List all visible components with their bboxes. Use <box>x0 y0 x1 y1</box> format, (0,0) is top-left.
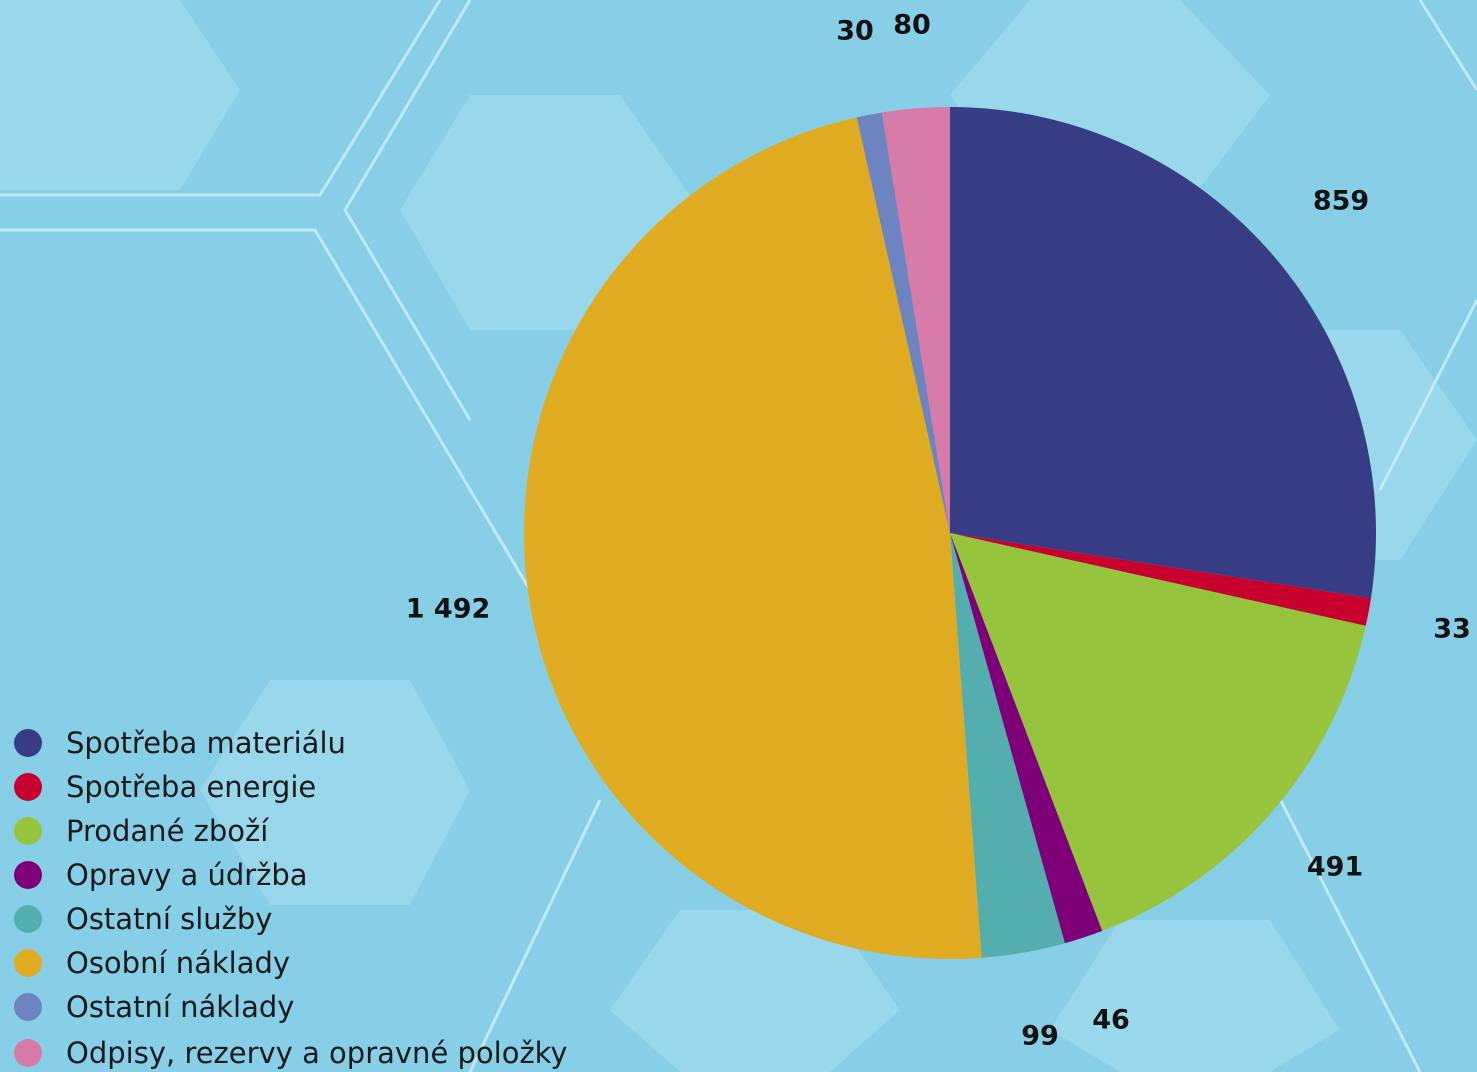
legend-item-opravy-a-udrzba: Opravy a údržba <box>14 855 308 895</box>
data-label-6: 30 <box>836 16 874 47</box>
pie-slice-1 <box>950 533 1371 626</box>
data-label-5: 1 492 <box>406 594 491 625</box>
pie-data-labels: 859 33 491 46 99 1 492 30 80 <box>406 10 1471 1052</box>
legend-swatch <box>14 817 42 845</box>
legend-swatch <box>14 993 42 1021</box>
legend-swatch <box>14 729 42 757</box>
legend-label: Prodané zboží <box>66 814 269 848</box>
legend-swatch <box>14 905 42 933</box>
legend-item-spotreba-materialu: Spotřeba materiálu <box>14 723 346 763</box>
pie-slice-6 <box>856 112 950 533</box>
legend-item-ostatni-naklady: Ostatní náklady <box>14 987 294 1027</box>
legend-label: Ostatní náklady <box>66 990 295 1024</box>
legend-label: Odpisy, rezervy a opravné položky <box>66 1036 568 1070</box>
data-label-0: 859 <box>1313 186 1369 217</box>
legend-item-osobni-naklady: Osobní náklady <box>14 943 290 983</box>
legend-swatch <box>14 949 42 977</box>
legend-item-odpisy-rezervy: Odpisy, rezervy a opravné položky <box>14 1033 568 1072</box>
legend: Spotřeba materiálu Spotřeba energie Prod… <box>14 0 714 1072</box>
legend-swatch <box>14 861 42 889</box>
data-label-4: 99 <box>1021 1021 1059 1052</box>
data-label-7: 80 <box>893 10 931 41</box>
pie-slices <box>523 107 1376 960</box>
data-label-3: 46 <box>1092 1005 1130 1036</box>
legend-label: Spotřeba energie <box>66 770 317 804</box>
pie-slice-0 <box>950 107 1376 599</box>
legend-label: Ostatní služby <box>66 902 273 936</box>
pie-slice-7 <box>881 107 950 533</box>
legend-label: Osobní náklady <box>66 946 291 980</box>
data-label-1: 33 <box>1433 614 1471 645</box>
pie-slice-2 <box>950 533 1366 931</box>
legend-label: Spotřeba materiálu <box>66 726 346 760</box>
legend-item-prodane-zbozi: Prodané zboží <box>14 811 268 851</box>
legend-label: Opravy a údržba <box>66 858 308 892</box>
data-label-2: 491 <box>1307 852 1363 883</box>
legend-item-ostatni-sluzby: Ostatní služby <box>14 899 272 939</box>
pie-slice-4 <box>950 533 1065 958</box>
pie-slice-5 <box>523 117 982 960</box>
legend-item-spotreba-energie: Spotřeba energie <box>14 767 316 807</box>
legend-swatch <box>14 1039 42 1067</box>
pie-slice-3 <box>950 533 1103 944</box>
legend-swatch <box>14 773 42 801</box>
